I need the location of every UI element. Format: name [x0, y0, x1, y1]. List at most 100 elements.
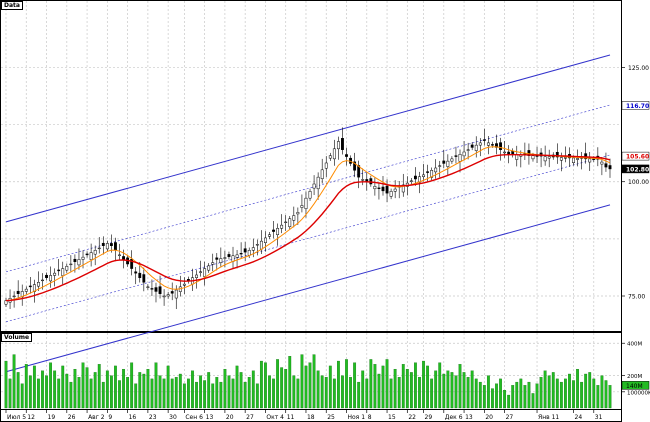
candle-body: [389, 191, 393, 197]
volume-bar: [491, 388, 494, 409]
date-tick-label: 22: [408, 414, 416, 421]
volume-bar: [454, 375, 458, 409]
date-tick-label: Сен 6: [185, 414, 203, 421]
candle-body: [401, 184, 405, 193]
volume-bar: [12, 354, 16, 409]
candle-body: [430, 170, 434, 178]
candle-body: [316, 176, 320, 190]
volume-bar: [320, 375, 324, 409]
candle-body: [158, 286, 162, 294]
volume-bar: [580, 381, 584, 409]
volume-bar: [16, 372, 20, 409]
volume-bar: [243, 381, 247, 409]
volume-bar: [507, 394, 511, 409]
candle-body: [604, 163, 608, 168]
candle-body: [239, 253, 243, 255]
candle-body: [89, 252, 93, 260]
volume-bar: [97, 364, 101, 409]
volume-bar: [191, 370, 194, 409]
candle-body: [41, 279, 44, 282]
candle-body: [81, 256, 85, 260]
candle-body: [608, 165, 612, 170]
candle-body: [227, 254, 231, 257]
volume-bar: [296, 378, 300, 409]
volume-bar: [49, 362, 52, 409]
volume-bar: [336, 360, 340, 409]
date-tick-label: Июл 5: [7, 414, 26, 421]
candle-body: [138, 272, 142, 278]
volume-bar: [470, 370, 474, 409]
candle-body: [369, 178, 373, 185]
volume-bar: [93, 372, 97, 409]
volume-bar: [182, 383, 186, 409]
volume-bar: [389, 378, 393, 409]
volume-bar: [247, 377, 251, 409]
candle-body: [353, 161, 357, 171]
candle-body: [563, 157, 567, 159]
candle-body: [85, 253, 89, 256]
candle-body: [259, 240, 263, 250]
candle-body: [211, 262, 215, 265]
volume-bar: [495, 383, 498, 409]
volume-bar: [393, 368, 397, 409]
volume-panel-label: Volume: [1, 333, 33, 342]
candle-body: [162, 295, 166, 298]
volume-bar: [486, 375, 490, 409]
candle-body: [12, 295, 16, 298]
candle-body: [377, 187, 381, 189]
candle-body: [312, 183, 316, 189]
volume-bar: [239, 372, 243, 409]
candle-body: [341, 138, 344, 150]
candle-body: [486, 142, 490, 146]
date-tick-label: Авг 2: [88, 414, 105, 421]
volume-bar: [122, 368, 125, 409]
volume-bar: [166, 365, 170, 409]
candle-body: [450, 158, 454, 162]
candle-body: [109, 243, 113, 246]
date-tick-label: 24: [575, 414, 583, 421]
volume-bars: [4, 354, 612, 409]
volume-bar: [300, 354, 304, 409]
volume-bar: [555, 378, 559, 409]
volume-bar: [312, 354, 316, 409]
candle-body: [600, 161, 604, 165]
price-value-tag: [621, 164, 650, 174]
volume-bar: [511, 385, 515, 409]
volume-bar: [109, 375, 113, 409]
volume-bar: [414, 362, 417, 409]
candle-body: [462, 151, 466, 157]
candle-body: [324, 162, 328, 169]
candle-body: [454, 155, 458, 157]
volume-bar: [499, 378, 502, 409]
volume-bar: [207, 372, 211, 409]
volume-bar: [401, 364, 405, 409]
volume-bar: [284, 368, 288, 409]
volume-tick-label: 200M: [627, 374, 642, 380]
candle-body: [361, 179, 365, 181]
candle-body: [195, 274, 198, 278]
date-tick-label: Ноя 1: [348, 414, 366, 421]
volume-bar: [482, 385, 486, 409]
candle-body: [207, 265, 211, 271]
volume-bar: [114, 365, 117, 409]
volume-bar: [53, 370, 57, 409]
moving-average-slow-line: [5, 154, 611, 302]
candle-body: [499, 142, 502, 150]
volume-bar: [531, 393, 535, 409]
volume-bar: [519, 378, 523, 409]
volume-bar: [292, 375, 296, 409]
date-tick-label: 30: [169, 414, 177, 421]
candle-body: [170, 291, 174, 294]
volume-bar: [543, 370, 547, 409]
volume-bar: [211, 383, 215, 409]
volume-bar: [547, 375, 551, 409]
candle-body: [320, 169, 324, 179]
candle-body: [114, 242, 117, 251]
volume-bar: [170, 378, 174, 409]
volume-bar: [134, 383, 138, 409]
price-axis[interactable]: 125.00 100.00 75.00 116.70 105.60 102.80: [621, 65, 650, 301]
candle-body: [491, 144, 494, 146]
